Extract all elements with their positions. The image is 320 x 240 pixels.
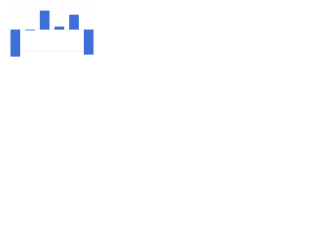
bar — [25, 29, 35, 31]
bar — [69, 14, 79, 30]
page: {"chart_data": {"type": "bar", "categori… — [0, 0, 100, 71]
chart — [8, 7, 96, 57]
bar — [39, 10, 50, 30]
bar — [83, 29, 94, 55]
bar — [54, 26, 65, 30]
bar — [10, 29, 21, 57]
